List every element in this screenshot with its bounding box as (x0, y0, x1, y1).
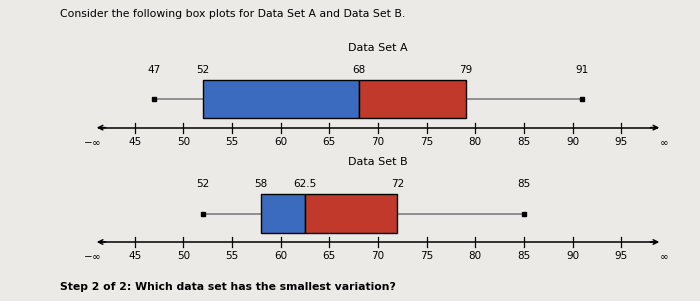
Text: 75: 75 (420, 137, 433, 147)
Text: 70: 70 (372, 137, 384, 147)
Text: $\infty$: $\infty$ (659, 251, 668, 261)
Text: 85: 85 (517, 137, 531, 147)
Text: 91: 91 (575, 64, 589, 75)
Text: 65: 65 (323, 137, 336, 147)
Text: 79: 79 (459, 64, 473, 75)
Text: 50: 50 (177, 251, 190, 261)
Text: 58: 58 (255, 179, 268, 189)
Text: 60: 60 (274, 251, 287, 261)
Bar (358, 80, 466, 119)
Text: 45: 45 (128, 137, 141, 147)
Text: 85: 85 (517, 179, 531, 189)
Text: Data Set A: Data Set A (348, 42, 408, 53)
Text: 60: 60 (274, 137, 287, 147)
Text: 45: 45 (128, 251, 141, 261)
Text: 70: 70 (372, 251, 384, 261)
Text: 90: 90 (566, 137, 579, 147)
Text: 75: 75 (420, 251, 433, 261)
Text: 95: 95 (615, 137, 628, 147)
Text: 95: 95 (615, 251, 628, 261)
Text: Data Set B: Data Set B (348, 157, 408, 167)
Text: 47: 47 (148, 64, 161, 75)
Text: 80: 80 (469, 251, 482, 261)
Text: $\infty$: $\infty$ (659, 137, 668, 147)
Text: 65: 65 (323, 251, 336, 261)
Bar (203, 80, 358, 119)
Text: Step 2 of 2: Which data set has the smallest variation?: Step 2 of 2: Which data set has the smal… (60, 282, 395, 292)
Text: 80: 80 (469, 137, 482, 147)
Text: Consider the following box plots for Data Set A and Data Set B.: Consider the following box plots for Dat… (60, 9, 405, 19)
Text: 52: 52 (196, 64, 209, 75)
Text: 68: 68 (352, 64, 365, 75)
Text: 85: 85 (517, 251, 531, 261)
Text: 72: 72 (391, 179, 404, 189)
Text: 62.5: 62.5 (293, 179, 316, 189)
Text: 52: 52 (196, 179, 209, 189)
Text: $-\infty$: $-\infty$ (83, 137, 102, 147)
Text: 55: 55 (225, 251, 239, 261)
Text: 55: 55 (225, 137, 239, 147)
Text: 90: 90 (566, 251, 579, 261)
Text: $-\infty$: $-\infty$ (83, 251, 102, 261)
Bar (261, 194, 305, 233)
Text: 50: 50 (177, 137, 190, 147)
Bar (305, 194, 398, 233)
